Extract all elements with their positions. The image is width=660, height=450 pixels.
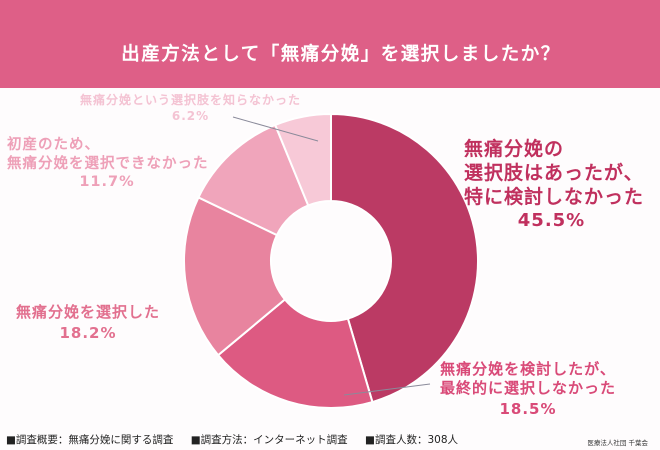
label-line: 最終的に選択しなかった	[440, 379, 617, 397]
donut-slice-0	[330, 112, 479, 404]
chart-title: 出産方法として「無痛分娩」を選択しましたか？	[121, 44, 561, 65]
label-line: 初産のため、	[7, 137, 100, 153]
donut-slice-2	[183, 196, 287, 357]
label-line: 無痛分娩という選択肢を知らなかった	[80, 93, 302, 107]
label-chosen: 無痛分娩を選択した 18.2%	[16, 302, 160, 344]
survey-method: ■調査方法：インターネット調査	[190, 434, 348, 446]
leader-line-6-2	[232, 116, 319, 142]
label-line: 無痛分娩の	[464, 138, 565, 160]
survey-footer: ■調査概要：無痛分娩に関する調査 ■調査方法：インターネット調査 ■調査人数：3…	[6, 432, 472, 447]
label-first-birth: 初産のため、 無痛分娩を選択できなかった 11.7%	[7, 136, 209, 192]
survey-overview: ■調査概要：無痛分娩に関する調査	[6, 434, 174, 446]
label-line: 無痛分娩を検討したが、	[440, 360, 616, 378]
label-percent: 45.5%	[517, 210, 586, 231]
organization-credit: 医療法人社団 千葉会	[587, 439, 648, 447]
donut-slice-1	[216, 298, 374, 409]
label-no-consideration: 無痛分娩の 選択肢はあったが、 特に検討しなかった 45.5%	[464, 137, 644, 233]
label-percent: 11.7%	[79, 174, 135, 190]
leader-line-18-5	[343, 383, 431, 396]
label-percent: 18.2%	[59, 324, 117, 342]
header-banner: 出産方法として「無痛分娩」を選択しましたか？	[0, 0, 660, 88]
label-line: 無痛分娩を選択した	[16, 303, 161, 321]
donut-slices	[183, 112, 479, 409]
label-line: 無痛分娩を選択できなかった	[7, 155, 209, 172]
label-line: 選択肢はあったが、	[464, 162, 644, 184]
label-considered-not-chosen: 無痛分娩を検討したが、 最終的に選択しなかった 18.5%	[440, 360, 616, 419]
label-unaware: 無痛分娩という選択肢を知らなかった 6.2%	[80, 92, 301, 124]
label-percent: 6.2%	[171, 109, 210, 123]
survey-respondents: ■調査人数：308人	[365, 434, 458, 446]
label-percent: 18.5%	[499, 400, 557, 418]
label-line: 特に検討しなかった	[464, 186, 645, 208]
donut-slice-4	[273, 112, 332, 207]
